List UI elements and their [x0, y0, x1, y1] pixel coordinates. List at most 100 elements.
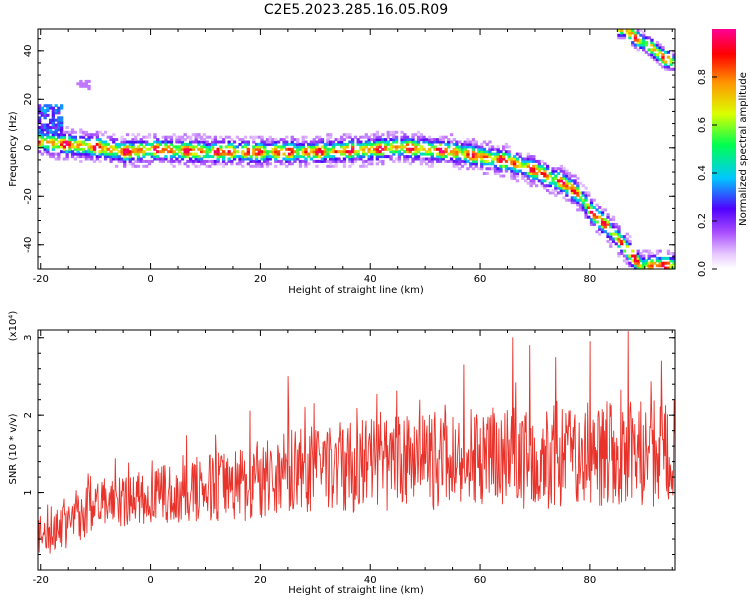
- heatmap-cell: [394, 150, 399, 154]
- heatmap-cell: [84, 79, 88, 83]
- heatmap-cell: [287, 159, 292, 163]
- heatmap-cell: [507, 150, 511, 154]
- heatmap-cell: [367, 140, 371, 144]
- heatmap-cell: [353, 150, 358, 154]
- heatmap-cell: [562, 186, 566, 190]
- colorbar-step: [712, 137, 736, 140]
- heatmap-cell: [556, 191, 561, 195]
- heatmap-cell: [296, 155, 300, 159]
- heatmap-cell: [441, 155, 445, 159]
- heatmap-cell: [342, 152, 347, 156]
- heatmap-cell: [405, 140, 410, 144]
- heatmap-cell: [631, 254, 635, 258]
- heatmap-cell: [213, 135, 217, 139]
- heatmap-cell: [471, 147, 476, 151]
- colorbar-step: [712, 221, 736, 224]
- heatmap-cell: [131, 162, 135, 166]
- heatmap-cell: [274, 147, 278, 151]
- heatmap-cell: [285, 147, 289, 151]
- heatmap-cell: [348, 164, 352, 168]
- heatmap-cell: [633, 46, 638, 49]
- heatmap-cell: [136, 150, 141, 154]
- heatmap-cell: [329, 150, 333, 154]
- heatmap-cell: [254, 147, 259, 151]
- heatmap-cell: [455, 162, 459, 166]
- heatmap-cell: [260, 157, 264, 161]
- heatmap-cell: [211, 140, 215, 144]
- heatmap-cell: [477, 152, 481, 156]
- heatmap-cell: [513, 162, 517, 166]
- heatmap-cell: [235, 150, 239, 154]
- heatmap-cell: [529, 157, 533, 161]
- heatmap-cell: [515, 172, 520, 175]
- heatmap-cell: [570, 174, 574, 178]
- heatmap-cell: [158, 157, 163, 161]
- heatmap-cell: [348, 135, 352, 139]
- heatmap-cell: [95, 157, 99, 161]
- heatmap-cell: [274, 150, 278, 154]
- heatmap-cell: [156, 145, 160, 149]
- heatmap-cell: [282, 138, 286, 142]
- heatmap-cell: [543, 162, 547, 166]
- heatmap-cell: [578, 206, 583, 209]
- heatmap-cell: [189, 145, 193, 149]
- heatmap-cell: [543, 167, 547, 171]
- heatmap-cell: [414, 140, 418, 144]
- heatmap-cell: [265, 142, 270, 146]
- heatmap-cell: [87, 152, 91, 156]
- heatmap-cell: [411, 142, 415, 146]
- heatmap-cell: [554, 193, 558, 197]
- heatmap-cell: [49, 155, 53, 159]
- heatmap-cell: [112, 157, 116, 161]
- heatmap-cell: [392, 135, 396, 139]
- heatmap-cell: [653, 48, 657, 52]
- heatmap-cell: [257, 147, 261, 151]
- heatmap-cell: [548, 184, 552, 188]
- heatmap-cell: [658, 48, 662, 52]
- heatmap-cell: [49, 121, 53, 125]
- heatmap-cell: [620, 235, 624, 239]
- heatmap-cell: [444, 147, 448, 151]
- heatmap-cell: [134, 140, 138, 144]
- heatmap-cell: [515, 157, 520, 161]
- heatmap-cell: [658, 58, 662, 62]
- heatmap-cell: [161, 159, 165, 163]
- heatmap-cell: [455, 142, 459, 146]
- heatmap-cell: [230, 152, 234, 156]
- heatmap-cell: [172, 133, 176, 137]
- heatmap-cell: [90, 145, 94, 149]
- heatmap-cell: [444, 135, 448, 139]
- heatmap-cell: [293, 157, 297, 161]
- heatmap-cell: [664, 266, 668, 270]
- heatmap-cell: [76, 155, 80, 159]
- heatmap-cell: [411, 135, 415, 139]
- heatmap-cell: [219, 135, 223, 139]
- heatmap-cell: [370, 155, 374, 159]
- heatmap-cell: [46, 126, 50, 129]
- heatmap-cell: [639, 259, 643, 263]
- heatmap-cell: [351, 147, 355, 151]
- heatmap-cell: [556, 167, 561, 171]
- heatmap-cell: [617, 235, 621, 239]
- colorbar-step: [712, 139, 736, 142]
- heatmap-cell: [268, 138, 272, 142]
- colorbar-step: [712, 51, 736, 54]
- heatmap-cell: [513, 167, 517, 171]
- heatmap-cell: [268, 155, 272, 159]
- heatmap-cell: [150, 142, 154, 146]
- heatmap-cell: [543, 179, 547, 183]
- heatmap-cell: [205, 152, 209, 156]
- heatmap-cell: [463, 152, 467, 156]
- heatmap-cell: [60, 150, 64, 154]
- heatmap-cell: [128, 150, 132, 154]
- heatmap-cell: [408, 150, 412, 154]
- heatmap-cell: [625, 232, 629, 236]
- heatmap-cell: [298, 162, 303, 166]
- heatmap-cell: [180, 157, 185, 161]
- heatmap-cell: [81, 150, 86, 154]
- heatmap-cell: [260, 140, 264, 144]
- heatmap-cell: [364, 133, 368, 137]
- heatmap-cell: [329, 133, 333, 137]
- heatmap-cell: [466, 159, 470, 163]
- heatmap-cell: [46, 123, 50, 127]
